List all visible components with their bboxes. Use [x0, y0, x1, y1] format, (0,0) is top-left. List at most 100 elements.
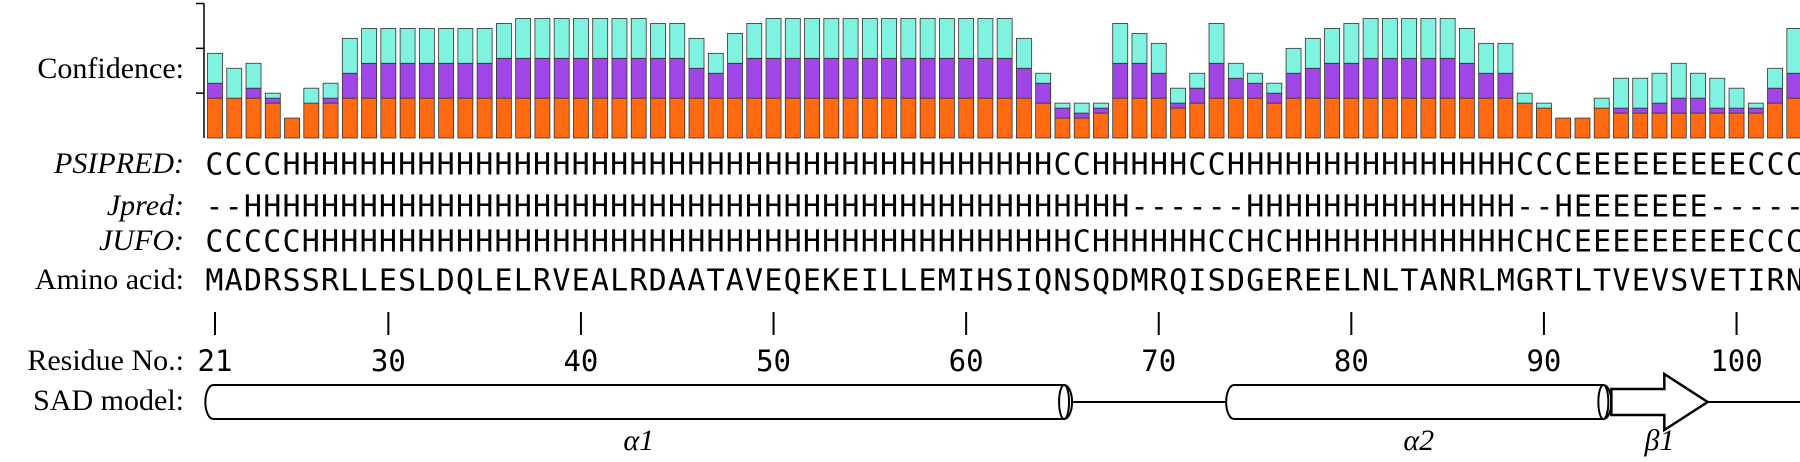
- confidence-bar: [573, 57, 589, 99]
- confidence-bar: [1459, 97, 1475, 139]
- confidence-bar: [515, 97, 532, 139]
- confidence-bar: [1401, 18, 1418, 59]
- confidence-bar: [264, 97, 281, 104]
- helix-end: [1597, 384, 1610, 420]
- confidence-bar: [1593, 97, 1610, 109]
- confidence-bar: [727, 97, 743, 139]
- confidence-bar: [1304, 37, 1321, 69]
- confidence-bar: [881, 97, 897, 139]
- track-sequence: CCCCHHHHHHHHHHHHHHHHHHHHHHHHHHHHHHHHHHHH…: [205, 148, 1800, 183]
- confidence-bar: [457, 28, 474, 64]
- confidence-bar: [746, 97, 763, 139]
- confidence-bar: [438, 62, 455, 99]
- confidence-bar: [1690, 97, 1706, 114]
- confidence-bar: [592, 57, 609, 99]
- confidence-bar: [1035, 72, 1052, 84]
- confidence-bar: [1439, 18, 1456, 59]
- confidence-bar: [1362, 18, 1379, 59]
- confidence-bar: [1439, 57, 1456, 99]
- confidence-bar: [958, 57, 975, 99]
- amino-acid-label: Amino acid:: [35, 263, 184, 296]
- confidence-bar: [630, 57, 647, 99]
- confidence-bar: [881, 18, 897, 59]
- confidence-bar: [669, 97, 686, 139]
- confidence-bar: [1420, 97, 1437, 139]
- confidence-bar: [341, 72, 358, 99]
- residue-number-label: Residue No.:: [27, 344, 184, 377]
- confidence-bar: [1459, 28, 1475, 64]
- confidence-bar: [1459, 62, 1475, 99]
- confidence-bar: [534, 18, 551, 59]
- confidence-bar: [553, 57, 570, 99]
- confidence-bar: [457, 62, 474, 99]
- confidence-bar: [630, 18, 647, 59]
- confidence-bar: [341, 37, 358, 74]
- confidence-bar: [1131, 62, 1148, 99]
- confidence-bar: [861, 57, 878, 99]
- confidence-bar: [1439, 97, 1456, 139]
- confidence-bar: [996, 18, 1013, 59]
- confidence-bar: [592, 97, 609, 139]
- confidence-bar: [958, 97, 975, 139]
- confidence-bar: [1035, 102, 1052, 139]
- confidence-bar: [1478, 42, 1495, 74]
- track-label: PSIPRED:: [53, 147, 184, 180]
- residue-number: 21: [198, 344, 233, 378]
- residue-number: 60: [949, 344, 984, 378]
- confidence-bar: [380, 62, 397, 99]
- track-sequence: CCCCCHHHHHHHHHHHHHHHHHHHHHHHHHHHHHHHHHHH…: [205, 225, 1800, 260]
- confidence-bar: [1150, 97, 1167, 139]
- confidence-bar: [958, 18, 975, 59]
- confidence-bar: [1016, 97, 1032, 139]
- confidence-bar: [1613, 107, 1629, 114]
- confidence-bar: [1767, 87, 1783, 104]
- confidence-bar: [977, 18, 994, 59]
- confidence-bar: [1747, 112, 1764, 139]
- confidence-bar: [1555, 117, 1572, 139]
- confidence-bar: [1266, 102, 1283, 139]
- confidence-bar: [707, 52, 724, 74]
- element-label: α1: [623, 424, 654, 457]
- residue-number: 90: [1526, 344, 1561, 378]
- confidence-bar: [1170, 102, 1186, 109]
- confidence-label: Confidence:: [37, 52, 184, 85]
- confidence-bar: [1690, 72, 1706, 99]
- confidence-bar: [1613, 112, 1629, 139]
- confidence-bar: [1247, 82, 1263, 99]
- confidence-bar: [919, 97, 936, 139]
- confidence-bar: [707, 97, 724, 139]
- confidence-bar: [399, 62, 416, 99]
- confidence-bar: [264, 102, 281, 139]
- confidence-bar: [1304, 67, 1321, 99]
- confidence-bar: [688, 37, 705, 69]
- confidence-bar: [476, 28, 493, 64]
- confidence-bar: [380, 97, 397, 139]
- confidence-bar: [1247, 72, 1263, 84]
- confidence-bar: [1747, 102, 1764, 109]
- confidence-bar: [592, 18, 609, 59]
- confidence-bar: [418, 97, 435, 139]
- confidence-bar: [1767, 102, 1783, 139]
- confidence-bar: [1767, 67, 1783, 89]
- confidence-bar: [1131, 97, 1148, 139]
- confidence-bar: [900, 97, 917, 139]
- confidence-bar: [1516, 92, 1533, 104]
- confidence-bar: [1189, 87, 1206, 104]
- confidence-bar: [746, 23, 763, 59]
- confidence-bar: [1632, 107, 1649, 114]
- confidence-bar: [1208, 62, 1225, 99]
- confidence-bar: [842, 97, 859, 139]
- confidence-bar: [1016, 37, 1032, 69]
- confidence-bar: [804, 18, 820, 59]
- confidence-bar: [881, 57, 897, 99]
- element-label: α2: [1403, 424, 1434, 457]
- confidence-bar: [1343, 23, 1360, 64]
- confidence-bar: [553, 18, 570, 59]
- confidence-bar: [919, 18, 936, 59]
- confidence-bar: [1304, 97, 1321, 139]
- confidence-bar: [1343, 62, 1360, 99]
- residue-number: 40: [563, 344, 598, 378]
- confidence-bar: [399, 97, 416, 139]
- sad-model-label: SAD model:: [33, 384, 184, 417]
- confidence-bar: [1189, 102, 1206, 139]
